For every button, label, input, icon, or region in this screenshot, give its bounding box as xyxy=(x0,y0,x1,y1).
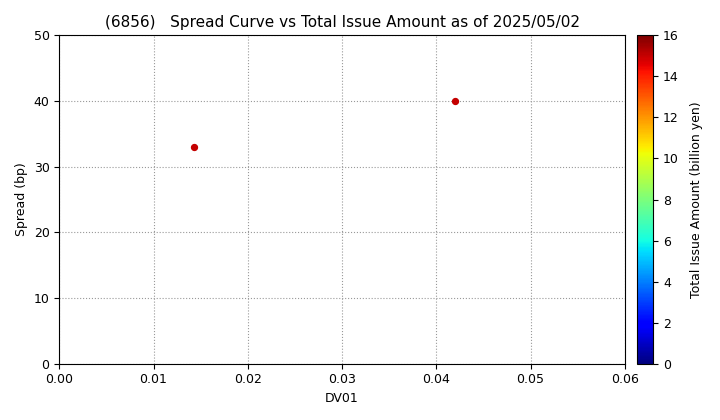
Title: (6856)   Spread Curve vs Total Issue Amount as of 2025/05/02: (6856) Spread Curve vs Total Issue Amoun… xyxy=(104,15,580,30)
X-axis label: DV01: DV01 xyxy=(325,392,359,405)
Point xyxy=(189,144,200,150)
Y-axis label: Spread (bp): Spread (bp) xyxy=(15,163,28,236)
Point xyxy=(449,98,461,105)
Y-axis label: Total Issue Amount (billion yen): Total Issue Amount (billion yen) xyxy=(690,101,703,298)
